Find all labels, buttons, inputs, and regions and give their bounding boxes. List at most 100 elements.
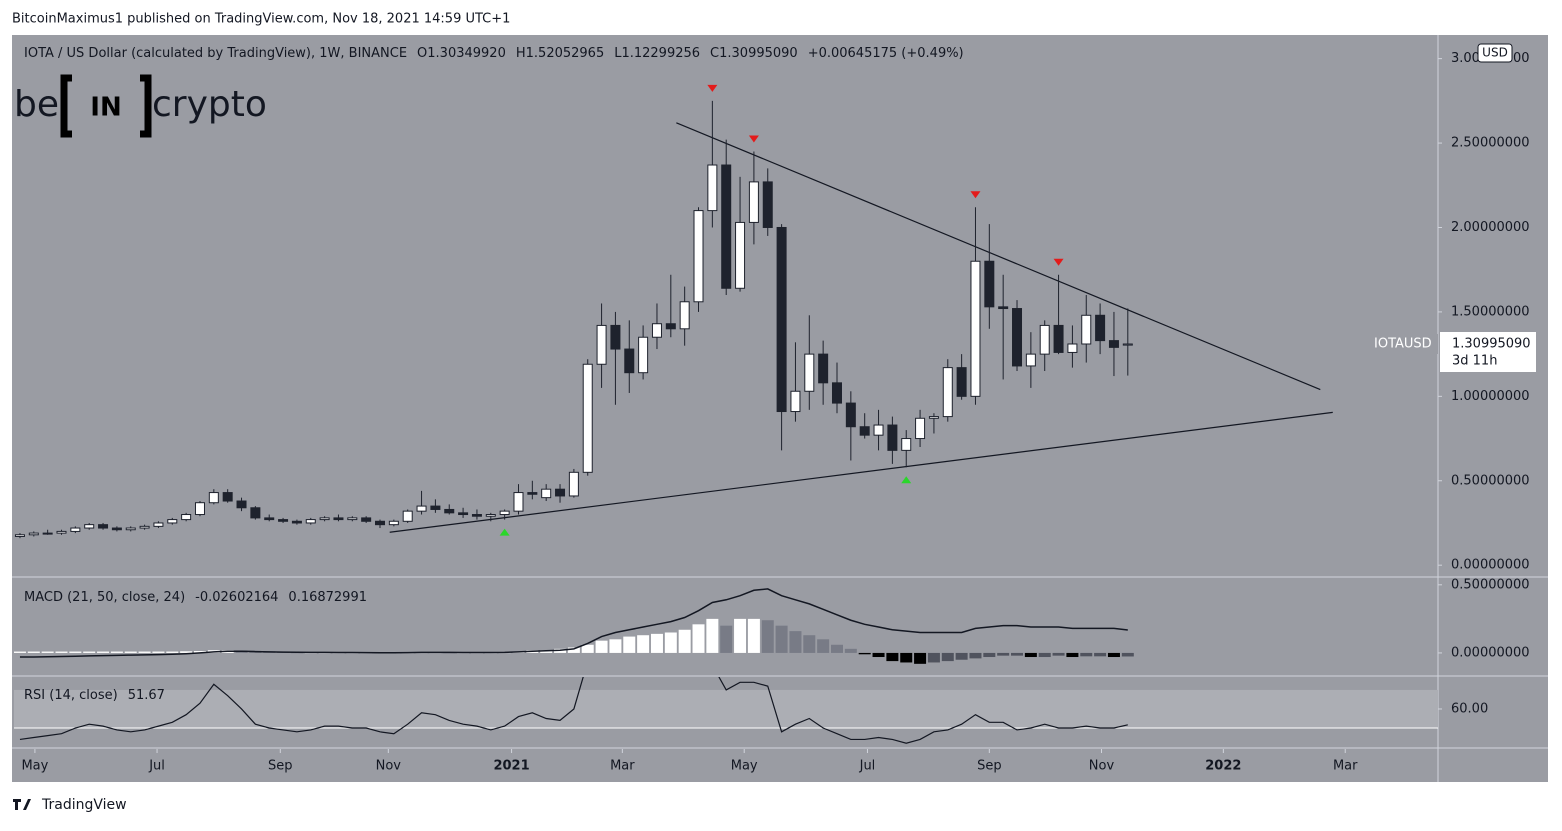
tv-icon bbox=[13, 799, 31, 810]
candle-body bbox=[859, 426, 870, 436]
currency-badge bbox=[1477, 43, 1513, 63]
macd-histogram bbox=[747, 618, 760, 653]
candle-body bbox=[471, 514, 482, 517]
rsi-line bbox=[19, 677, 1128, 744]
y-tick-label: 1.00000000 bbox=[1451, 389, 1530, 404]
legend-change: +0.00645175 (+0.49%) bbox=[808, 46, 964, 61]
candle-body bbox=[264, 517, 275, 521]
legend-value: 1.30995090 bbox=[719, 46, 798, 61]
candle-body bbox=[499, 510, 510, 516]
candle-body bbox=[319, 517, 330, 521]
candle-body bbox=[721, 164, 732, 289]
candle-body bbox=[333, 517, 344, 521]
y-tick-label: 2.00000000 bbox=[1451, 220, 1530, 235]
panel bbox=[14, 677, 1438, 744]
footer-logo: TradingView bbox=[13, 797, 127, 813]
macd-line bbox=[19, 588, 1128, 658]
candle-body bbox=[665, 323, 676, 330]
y-tick-label: 60.00 bbox=[1451, 701, 1488, 716]
macd-histogram bbox=[997, 652, 1010, 656]
macd-histogram bbox=[761, 620, 774, 653]
macd-histogram bbox=[581, 644, 594, 653]
macd-histogram bbox=[152, 651, 165, 653]
macd-histogram bbox=[706, 618, 719, 653]
macd-histogram bbox=[193, 651, 206, 653]
macd-histogram bbox=[678, 629, 691, 653]
macd-histogram bbox=[623, 636, 636, 653]
macd-histogram bbox=[914, 652, 927, 664]
y-tick-label: 2.50000000 bbox=[1451, 136, 1530, 151]
candle-body bbox=[14, 534, 25, 537]
symbol-tag: IOTAUSD bbox=[1374, 336, 1432, 351]
countdown: 3d 11h bbox=[1452, 353, 1497, 368]
x-tick-label: May bbox=[731, 759, 758, 774]
candle-body bbox=[181, 514, 192, 521]
candle-body bbox=[375, 520, 386, 526]
candle-body bbox=[111, 527, 122, 531]
candle-body bbox=[1053, 324, 1064, 353]
macd-legend: MACD (21, 50, close, 24) -0.02602164 0.168… bbox=[24, 590, 367, 605]
macd-histogram bbox=[1024, 652, 1037, 658]
trendline bbox=[676, 122, 1321, 391]
candle-body bbox=[651, 323, 662, 338]
candle-body bbox=[693, 210, 704, 303]
macd-histogram bbox=[83, 651, 96, 653]
candle-body bbox=[942, 367, 953, 418]
candle-body bbox=[596, 324, 607, 365]
macd-histogram bbox=[138, 651, 151, 653]
candle-body bbox=[347, 517, 358, 521]
macd-histogram bbox=[1052, 652, 1065, 656]
macd-histogram bbox=[1107, 652, 1120, 658]
panel bbox=[14, 588, 1134, 664]
candle-body bbox=[748, 181, 759, 223]
macd-histogram bbox=[609, 639, 622, 653]
candle-body bbox=[873, 424, 884, 436]
resistance-marker bbox=[1053, 258, 1064, 266]
candle-body bbox=[776, 226, 787, 413]
candle-body bbox=[928, 416, 939, 419]
macd-histogram bbox=[41, 651, 54, 653]
x-tick-label: 2021 bbox=[493, 759, 529, 774]
candle-body bbox=[84, 524, 95, 529]
candle-body bbox=[402, 510, 413, 522]
macd-histogram bbox=[1011, 652, 1024, 656]
macd-histogram bbox=[872, 652, 885, 658]
legend-value: 1.52052965 bbox=[526, 46, 605, 61]
candle-body bbox=[804, 353, 815, 392]
panel bbox=[14, 84, 1333, 539]
legend-key: O bbox=[417, 46, 427, 61]
macd-value: -0.02602164 bbox=[195, 590, 278, 605]
candle-body bbox=[42, 532, 53, 535]
macd-histogram bbox=[14, 651, 26, 653]
macd-histogram bbox=[927, 652, 940, 663]
legend-title: IOTA / US Dollar (calculated by TradingV… bbox=[24, 46, 407, 61]
macd-histogram bbox=[540, 650, 553, 653]
candle-body bbox=[70, 527, 81, 532]
macd-histogram bbox=[789, 631, 802, 653]
candle-body bbox=[278, 519, 289, 522]
y-tick-label: 0.50000000 bbox=[1451, 473, 1530, 488]
rsi-legend: RSI (14, close) 51.67 bbox=[24, 688, 165, 703]
candle-body bbox=[984, 260, 995, 308]
macd-histogram bbox=[803, 635, 816, 653]
candle-body bbox=[28, 532, 39, 536]
macd-histogram bbox=[775, 625, 788, 653]
candle-body bbox=[430, 505, 441, 510]
macd-title: MACD (21, 50, close, 24) bbox=[24, 590, 185, 605]
resistance-marker bbox=[707, 84, 718, 92]
candle-body bbox=[915, 417, 926, 440]
footer-brand: TradingView bbox=[41, 797, 127, 813]
candle-body bbox=[1081, 314, 1092, 345]
y-tick-label: 0.00000000 bbox=[1451, 558, 1530, 573]
logo-text: crypto bbox=[152, 84, 267, 125]
candle-body bbox=[1108, 340, 1119, 348]
macd-histogram bbox=[180, 651, 193, 653]
candle-body bbox=[1012, 308, 1023, 367]
macd-histogram bbox=[900, 652, 913, 663]
candle-body bbox=[568, 471, 579, 497]
price-tag: 1.30995090 bbox=[1452, 336, 1531, 351]
candle-body bbox=[98, 524, 109, 529]
candle-body bbox=[125, 527, 136, 531]
macd-histogram bbox=[97, 651, 110, 653]
resistance-marker bbox=[748, 135, 759, 143]
